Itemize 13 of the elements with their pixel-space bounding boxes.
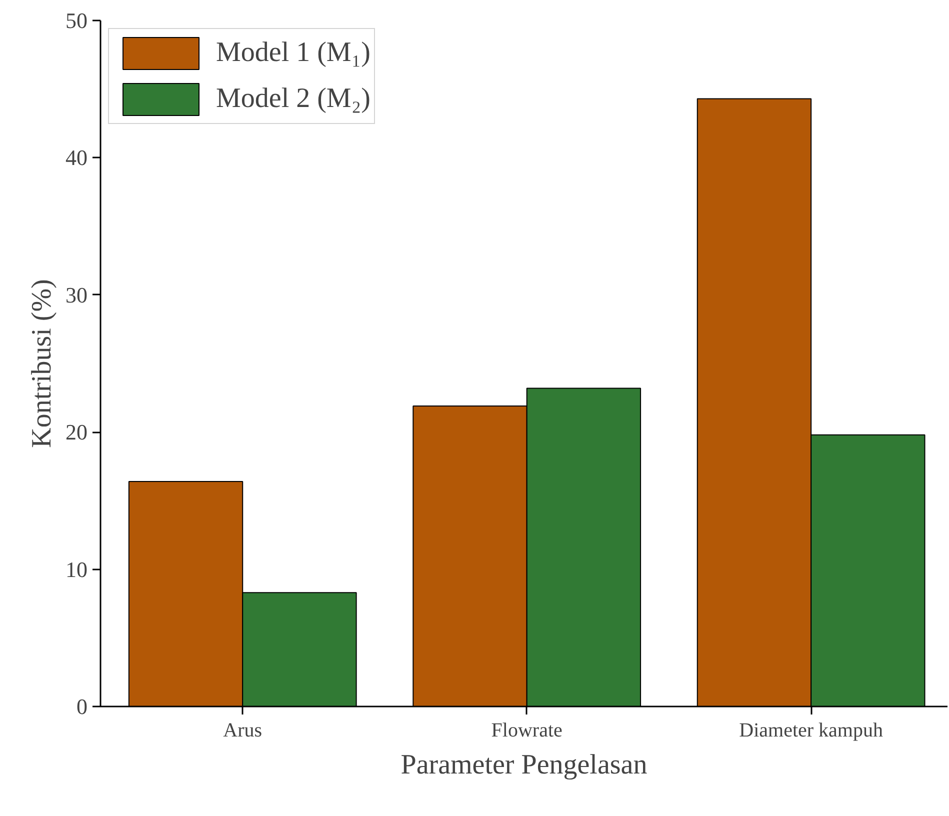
x-tick-label: Flowrate (491, 720, 563, 742)
x-tick-label: Arus (223, 720, 262, 742)
y-tick-label: 20 (66, 420, 88, 445)
legend-label: Model 1 (M₁) (216, 37, 370, 69)
y-tick-label: 0 (76, 694, 88, 719)
legend-label: Model 2 (M₂) (216, 83, 370, 115)
y-axis-title: Kontribusi (%) (26, 279, 58, 448)
y-tick-label: 40 (66, 145, 88, 170)
y-tick-label: 10 (66, 556, 88, 582)
x-axis-title: Parameter Pengelasan (400, 750, 648, 780)
x-tick-label: Diameter kampuh (739, 720, 883, 742)
y-tick-label: 30 (66, 282, 88, 308)
y-tick-label: 50 (66, 8, 88, 33)
